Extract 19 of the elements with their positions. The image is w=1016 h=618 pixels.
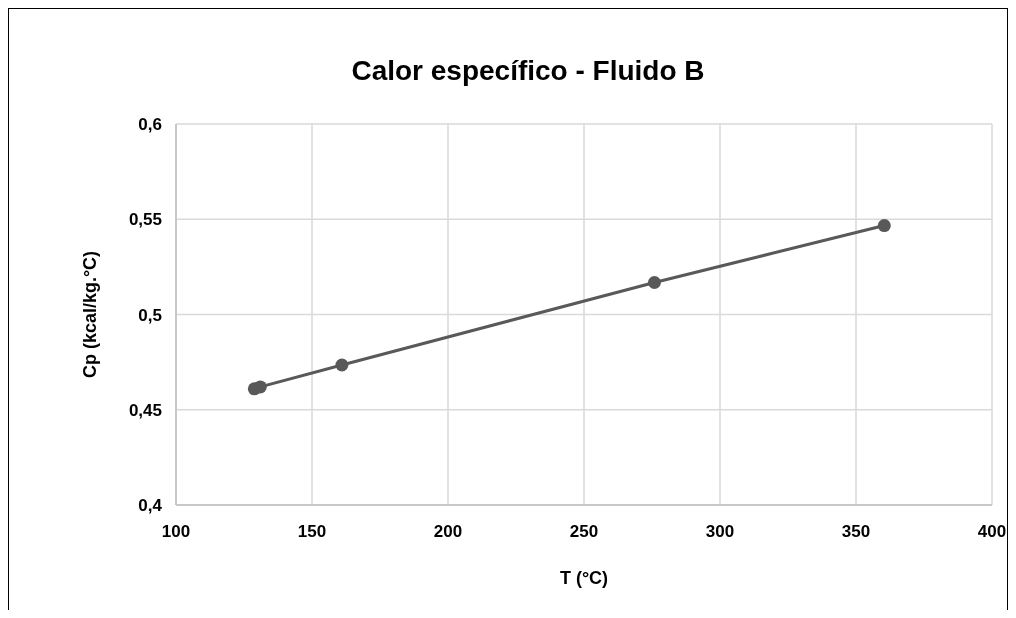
y-tick-label: 0,45 [128,400,162,420]
point [877,219,891,233]
y-tick-label: 0,6 [138,115,162,134]
x-axis-title: T (°C) [559,568,609,588]
point [253,380,267,394]
x-tick-label: 400 [977,522,1007,541]
x-tick-label: 250 [569,522,599,541]
x-tick-label: 300 [705,522,735,541]
x-tick-label: 150 [297,522,327,541]
y-tick-label: 0,5 [138,305,162,325]
x-tick-label: 100 [161,522,191,541]
y-tick-label: 0,55 [128,210,162,230]
x-tick-label: 200 [433,522,463,541]
y-axis-title: Cp (kcal/kg.°C) [80,250,100,379]
chart-title: Calor específico - Fluido B [351,55,705,86]
x-tick-label: 350 [841,522,871,541]
y-tick-label: 0,4 [138,496,163,515]
point [647,276,661,289]
point [335,358,349,372]
